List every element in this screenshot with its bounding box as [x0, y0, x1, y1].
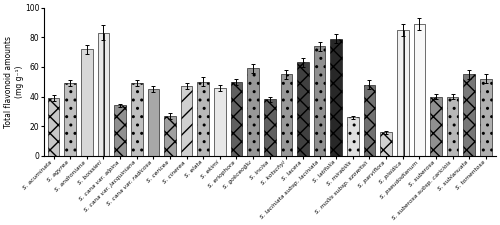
Bar [464, 74, 475, 156]
Bar [48, 98, 60, 156]
Bar [264, 99, 276, 156]
Bar [164, 116, 176, 156]
Bar [430, 97, 442, 156]
Bar [230, 82, 242, 156]
Bar [248, 68, 259, 156]
Bar [81, 49, 92, 156]
Bar [480, 79, 492, 156]
Bar [414, 24, 425, 156]
Bar [98, 33, 110, 156]
Bar [148, 89, 159, 156]
Bar [64, 83, 76, 156]
Bar [314, 46, 326, 156]
Bar [131, 83, 142, 156]
Bar [330, 39, 342, 156]
Bar [364, 85, 376, 156]
Bar [347, 117, 358, 156]
Bar [397, 30, 408, 156]
Bar [447, 97, 458, 156]
Bar [181, 86, 192, 156]
Bar [198, 82, 209, 156]
Bar [297, 63, 309, 156]
Bar [380, 132, 392, 156]
Bar [214, 88, 226, 156]
Y-axis label: Total flavonoid amounts
(mg g⁻¹): Total flavonoid amounts (mg g⁻¹) [4, 36, 24, 128]
Bar [280, 74, 292, 156]
Bar [114, 106, 126, 156]
